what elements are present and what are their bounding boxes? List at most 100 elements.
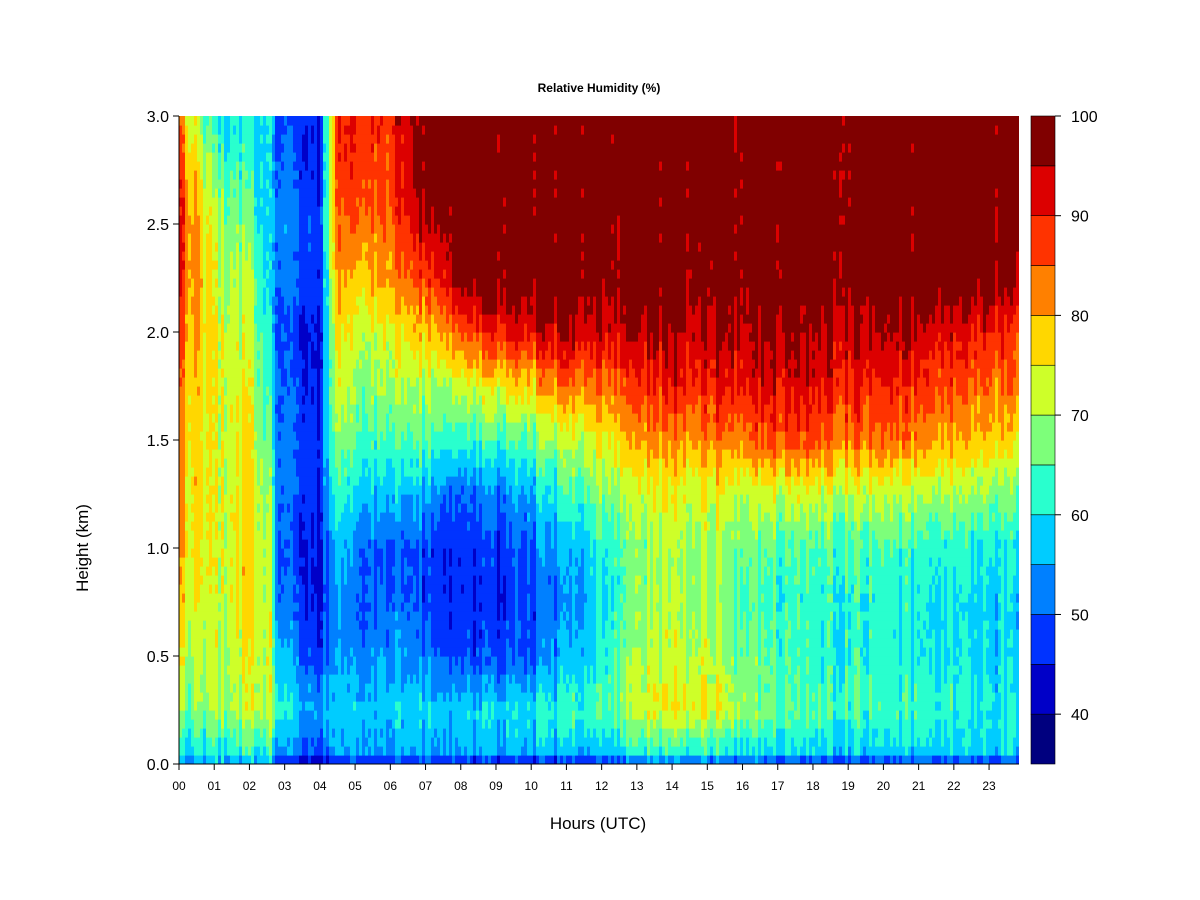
heatmap-cell xyxy=(302,647,306,657)
heatmap-cell xyxy=(278,386,282,396)
heatmap-cell xyxy=(200,521,204,531)
heatmap-cell xyxy=(275,494,279,504)
heatmap-cell xyxy=(305,539,309,549)
heatmap-cell xyxy=(284,359,288,369)
heatmap-cell xyxy=(308,125,312,135)
heatmap-cell xyxy=(245,269,249,279)
heatmap-cell xyxy=(266,449,270,459)
heatmap-cell xyxy=(332,557,336,567)
heatmap-cell xyxy=(335,755,339,764)
heatmap-cell xyxy=(293,440,297,450)
heatmap-cell xyxy=(245,629,249,639)
heatmap-cell xyxy=(185,197,189,207)
heatmap-cell xyxy=(230,260,234,270)
heatmap-cell xyxy=(212,206,216,216)
heatmap-cell xyxy=(263,683,267,693)
heatmap-cell xyxy=(314,530,318,540)
heatmap-cell xyxy=(227,269,231,279)
heatmap-cell xyxy=(302,611,306,621)
heatmap-cell xyxy=(314,395,318,405)
heatmap-cell xyxy=(188,260,192,270)
heatmap-cell xyxy=(263,440,267,450)
heatmap-cell xyxy=(299,305,303,315)
heatmap-cell xyxy=(329,323,333,333)
heatmap-cell xyxy=(233,692,237,702)
heatmap-cell xyxy=(245,710,249,720)
heatmap-cell xyxy=(311,323,315,333)
heatmap-cell xyxy=(338,521,342,531)
heatmap-cell xyxy=(263,332,267,342)
heatmap-cell xyxy=(311,449,315,459)
heatmap-cell xyxy=(257,638,261,648)
heatmap-cell xyxy=(188,710,192,720)
heatmap-cell xyxy=(323,530,327,540)
heatmap-cell xyxy=(221,215,225,225)
heatmap-cell xyxy=(188,233,192,243)
heatmap-cell xyxy=(212,341,216,351)
heatmap-cell xyxy=(254,404,258,414)
heatmap-cell xyxy=(290,683,294,693)
heatmap-cell xyxy=(257,314,261,324)
heatmap-cell xyxy=(311,467,315,477)
heatmap-cell xyxy=(263,233,267,243)
heatmap-cell xyxy=(323,179,327,189)
heatmap-cell xyxy=(266,602,270,612)
heatmap-cell xyxy=(215,395,219,405)
heatmap-cell xyxy=(212,152,216,162)
heatmap-cell xyxy=(308,728,312,738)
heatmap-cell xyxy=(212,314,216,324)
heatmap-cell xyxy=(320,557,324,567)
heatmap-cell xyxy=(200,755,204,764)
heatmap-cell xyxy=(194,602,198,612)
heatmap-cell xyxy=(251,341,255,351)
heatmap-cell xyxy=(257,521,261,531)
heatmap-cell xyxy=(245,449,249,459)
heatmap-cell xyxy=(242,404,246,414)
heatmap-cell xyxy=(203,728,207,738)
heatmap-cell xyxy=(278,701,282,711)
heatmap-cell xyxy=(281,206,285,216)
heatmap-cell xyxy=(326,206,330,216)
heatmap-cell xyxy=(224,503,228,513)
heatmap-cell xyxy=(203,224,207,234)
heatmap-cell xyxy=(257,476,261,486)
heatmap-cell xyxy=(179,611,183,621)
heatmap-cell xyxy=(266,413,270,423)
heatmap-cell xyxy=(239,449,243,459)
heatmap-cell xyxy=(299,350,303,360)
heatmap-cell xyxy=(275,431,279,441)
heatmap-cell xyxy=(317,620,321,630)
heatmap-cell xyxy=(272,521,276,531)
heatmap-cell xyxy=(293,152,297,162)
heatmap-cell xyxy=(197,116,201,126)
heatmap-cell xyxy=(215,557,219,567)
heatmap-cell xyxy=(272,566,276,576)
heatmap-cell xyxy=(197,251,201,261)
heatmap-cell xyxy=(299,440,303,450)
heatmap-cell xyxy=(329,557,333,567)
heatmap-cell xyxy=(197,557,201,567)
heatmap-cell xyxy=(188,602,192,612)
heatmap-cell xyxy=(299,323,303,333)
heatmap-cell xyxy=(332,395,336,405)
heatmap-cell xyxy=(179,377,183,387)
heatmap-cell xyxy=(284,476,288,486)
heatmap-cell xyxy=(179,206,183,216)
heatmap-cell xyxy=(278,449,282,459)
heatmap-cell xyxy=(311,683,315,693)
heatmap-cell xyxy=(251,314,255,324)
heatmap-cell xyxy=(197,656,201,666)
heatmap-cell xyxy=(281,611,285,621)
heatmap-cell xyxy=(185,206,189,216)
heatmap-cell xyxy=(182,215,186,225)
heatmap-cell xyxy=(323,350,327,360)
heatmap-cell xyxy=(242,692,246,702)
heatmap-cell xyxy=(260,395,264,405)
heatmap-cell xyxy=(245,683,249,693)
heatmap-cell xyxy=(296,206,300,216)
heatmap-cell xyxy=(197,485,201,495)
heatmap-cell xyxy=(257,278,261,288)
heatmap-cell xyxy=(215,386,219,396)
heatmap-cell xyxy=(233,575,237,585)
heatmap-cell xyxy=(272,197,276,207)
